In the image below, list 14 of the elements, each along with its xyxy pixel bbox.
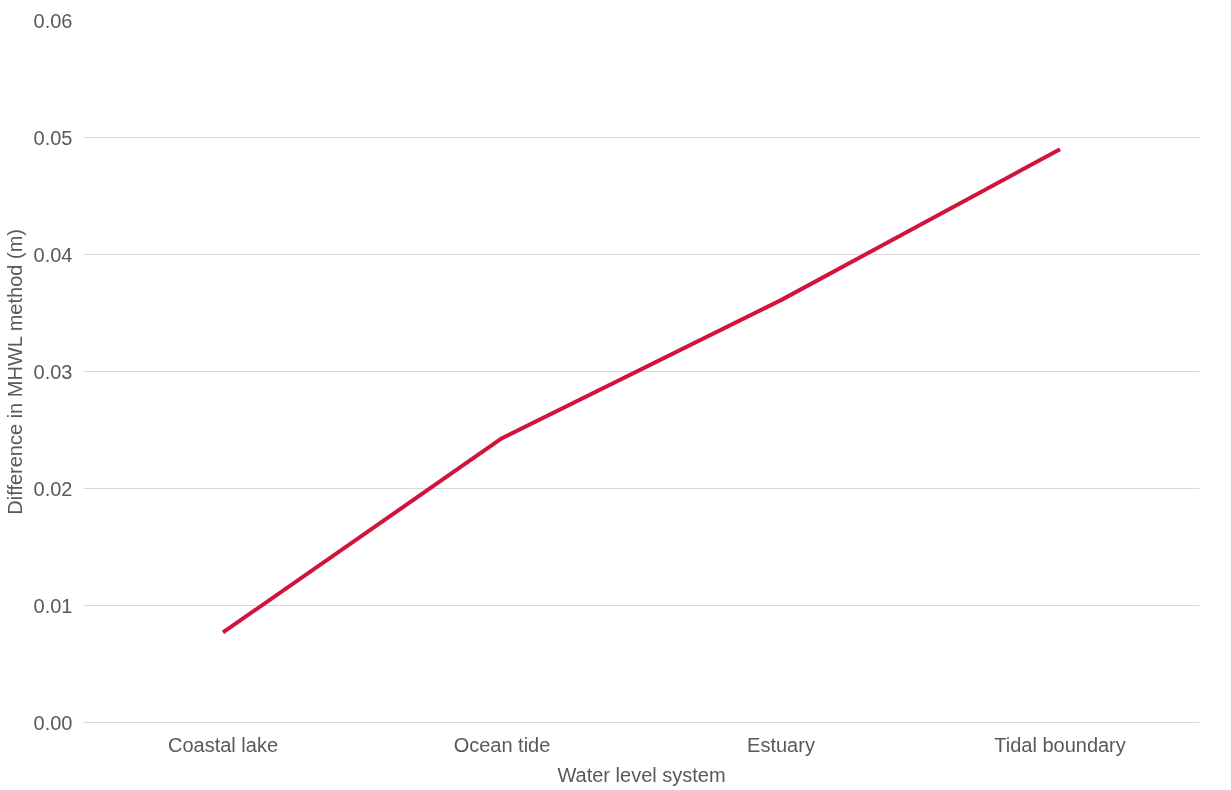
y-tick-label: 0.04 [33, 243, 73, 266]
y-tick-label: 0.05 [33, 126, 73, 149]
y-tick-label: 0.03 [33, 360, 73, 383]
x-axis-title: Water level system [557, 763, 726, 786]
x-tick-label: Ocean tide [453, 733, 551, 756]
y-tick-label: 0.01 [33, 594, 73, 617]
x-tick-label: Coastal lake [167, 733, 279, 756]
y-tick-label: 0.02 [33, 477, 73, 500]
x-tick-label: Tidal boundary [994, 733, 1126, 756]
y-tick-label: 0.06 [33, 9, 73, 32]
y-tick-label: 0.00 [33, 711, 73, 734]
line-series [221, 147, 1062, 635]
x-tick-label: Estuary [747, 733, 815, 756]
y-axis-title: Difference in MHWL method (m) [3, 229, 26, 515]
